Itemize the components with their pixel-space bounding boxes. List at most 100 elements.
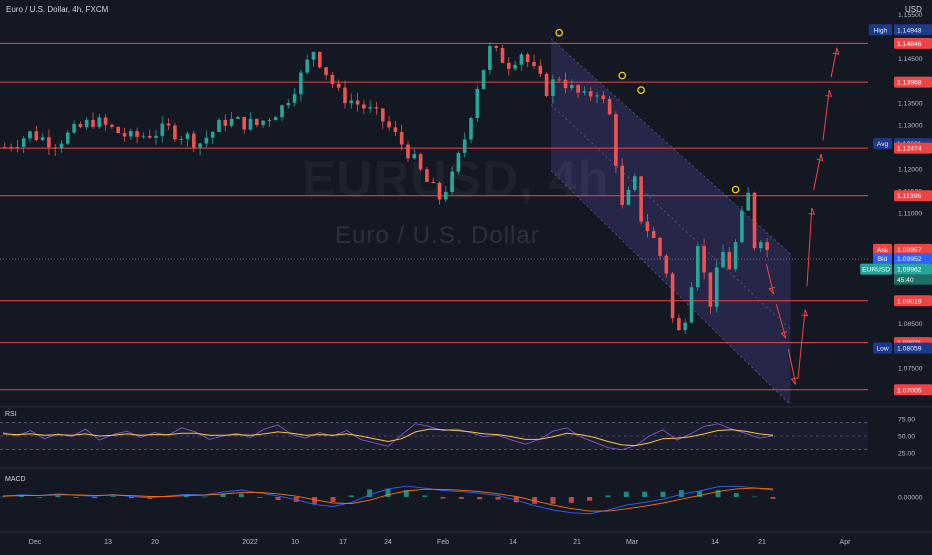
price-level-tag: [894, 190, 932, 202]
macd-histogram-bar: [73, 497, 79, 498]
countdown-box: [894, 274, 932, 285]
macd-histogram-bar: [220, 494, 226, 497]
price-level-value: 1.09952: [897, 256, 922, 263]
candle-body: [670, 273, 675, 319]
macd-histogram-bar: [715, 490, 721, 497]
candle-body: [318, 51, 322, 68]
candle-body: [645, 221, 650, 232]
projection-segment: [822, 89, 830, 141]
candle-body: [431, 181, 435, 183]
candle-body: [110, 124, 114, 127]
price-level-tag: [894, 384, 932, 396]
candle-body: [273, 117, 278, 121]
candle-body: [217, 119, 221, 132]
candle-body: [53, 147, 57, 149]
rsi-line: [2, 423, 774, 451]
candle-body: [702, 246, 706, 273]
macd-histogram-bar: [477, 497, 483, 500]
candle-body: [437, 182, 442, 200]
macd-histogram-bar: [403, 490, 409, 497]
candle-body: [84, 119, 89, 128]
candle-body: [179, 139, 183, 140]
candle-body: [173, 125, 177, 140]
candle-body: [103, 117, 108, 125]
candle-body: [677, 318, 681, 331]
candle-body: [765, 242, 769, 250]
time-tick-label: 13: [104, 539, 112, 546]
candle-body: [595, 95, 599, 97]
candle-body: [255, 118, 259, 125]
candle-body: [582, 91, 587, 93]
time-tick-label: Dec: [29, 539, 42, 546]
candle-body: [456, 152, 461, 172]
price-tick-label: 1.11000: [898, 211, 922, 218]
candle-body: [210, 131, 215, 138]
candle-body: [412, 154, 417, 159]
projection-arrowhead: [808, 207, 816, 215]
price-level-tag: [894, 295, 932, 307]
price-level-value: 1.11396: [897, 193, 921, 200]
price-level-value: 1.13968: [897, 80, 922, 87]
candle-body: [614, 114, 618, 166]
candle-body: [292, 94, 297, 103]
macd-histogram-bar: [550, 497, 556, 504]
price-level-label: EURUSD: [862, 267, 890, 274]
price-tick-label: 1.15500: [898, 12, 923, 19]
candle-body: [330, 74, 335, 84]
projection-arrowhead: [825, 89, 833, 97]
candle-body: [708, 272, 713, 307]
candle-body: [475, 88, 480, 119]
macd-histogram-bar: [568, 497, 574, 503]
candle-body: [166, 123, 171, 126]
rsi-pane-label: RSI: [5, 411, 17, 418]
candle-body: [374, 107, 379, 109]
macd-histogram-bar: [752, 496, 758, 498]
price-tick-label: 1.14500: [898, 56, 923, 63]
macd-histogram-bar: [697, 490, 703, 497]
candle-body: [532, 62, 536, 66]
projection-segment: [797, 309, 806, 380]
candle-body: [21, 138, 26, 147]
macd-histogram-bar: [348, 495, 354, 497]
price-level-label-box: [873, 243, 892, 255]
bar-countdown: 45:40: [897, 277, 914, 284]
price-level-tag: [894, 24, 932, 36]
watermark-name: Euro / U.S. Dollar: [335, 222, 540, 249]
candle-body: [651, 231, 656, 238]
candle-body: [28, 131, 32, 139]
candle-body: [305, 59, 309, 73]
price-level-value: 1.08059: [897, 346, 922, 353]
candle-body: [40, 137, 45, 141]
candle-body: [116, 126, 120, 134]
candle-body: [727, 251, 732, 270]
candle-body: [406, 144, 410, 159]
candle-body: [425, 169, 429, 182]
candle-body: [462, 139, 467, 153]
price-tick-label: 1.08500: [898, 321, 923, 328]
price-level-value: 1.09957: [897, 247, 922, 254]
price-level-tag: [894, 342, 932, 354]
macd-histogram-bar: [55, 495, 61, 497]
candle-body: [513, 64, 517, 69]
macd-histogram-bar: [202, 496, 208, 498]
time-tick-label: 24: [384, 539, 392, 546]
price-level-label: Bid: [878, 256, 888, 263]
macd-histogram-bar: [183, 495, 189, 497]
price-level-value: 1.09962: [897, 267, 922, 274]
rsi-tick-label: 50.00: [898, 434, 915, 441]
candle-body: [59, 143, 64, 149]
macd-histogram-bar: [733, 493, 739, 497]
macd-histogram-bar: [312, 497, 318, 504]
candle-body: [349, 100, 354, 104]
candle-body: [714, 267, 719, 307]
candle-body: [129, 131, 133, 137]
time-tick-label: Mar: [626, 539, 639, 546]
price-level-value: 1.14846: [897, 41, 922, 48]
time-tick-label: Feb: [437, 539, 449, 546]
macd-histogram-bar: [513, 497, 519, 503]
candle-body: [620, 165, 624, 205]
candle-body: [147, 135, 152, 138]
candle-body: [576, 85, 580, 93]
